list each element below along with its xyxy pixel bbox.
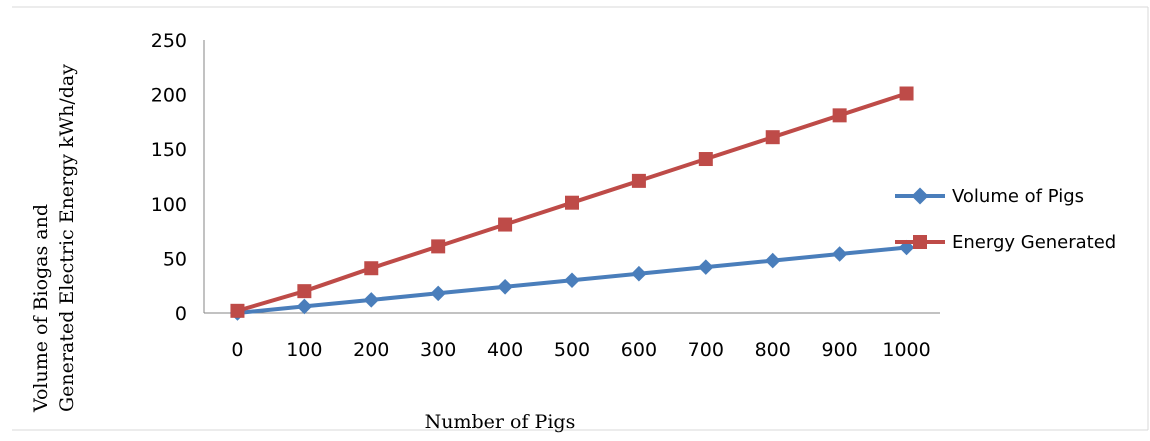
data-point-square	[832, 108, 847, 123]
x-tick-label: 700	[688, 339, 724, 361]
data-point-diamond	[430, 285, 446, 302]
series-layer	[229, 86, 915, 321]
series-energy-generated	[230, 86, 914, 318]
data-point-square	[431, 239, 446, 254]
legend-label-energy-generated: Energy Generated	[952, 232, 1116, 253]
data-point-square	[899, 86, 914, 101]
data-point-square	[631, 173, 646, 188]
y-axis-title: Volume of Biogas and Generated Electric …	[30, 64, 78, 413]
legend-square-marker	[913, 235, 927, 249]
legend-item-volume-of-pigs: Volume of Pigs	[895, 186, 1084, 207]
y-tick-label: 250	[151, 30, 187, 52]
x-tick-label: 400	[487, 339, 523, 361]
y-axis-title-line-1: Volume of Biogas and	[30, 204, 52, 413]
data-point-square	[230, 303, 245, 318]
x-tick-label: 300	[420, 339, 456, 361]
y-axis-title-line-2: Generated Electric Energy kWh/day	[56, 64, 78, 412]
x-tick-label: 1000	[882, 339, 930, 361]
data-point-square	[565, 195, 579, 210]
data-point-square	[698, 152, 713, 167]
x-tick-label: 500	[554, 339, 590, 361]
data-point-square	[297, 284, 312, 299]
y-tick-label: 50	[163, 248, 187, 270]
data-point-diamond	[296, 298, 313, 315]
y-tick-label: 0	[175, 303, 187, 325]
y-tick-labels: 0 50 100 150 200 250	[151, 30, 187, 325]
data-point-diamond	[631, 265, 647, 282]
data-point-diamond	[497, 279, 513, 295]
x-tick-label: 200	[353, 339, 389, 361]
data-point-square	[765, 130, 780, 145]
y-tick-label: 100	[151, 194, 187, 216]
y-tick-label: 200	[151, 85, 187, 107]
data-point-diamond	[698, 259, 714, 275]
x-tick-label: 100	[286, 339, 322, 361]
x-tick-label: 600	[621, 339, 657, 361]
data-point-diamond	[764, 252, 781, 269]
x-tick-label: 900	[822, 339, 858, 361]
data-point-diamond	[363, 292, 380, 308]
data-point-diamond	[564, 272, 580, 289]
x-tick-label: 800	[755, 339, 791, 361]
data-point-square	[364, 261, 379, 276]
legend: Volume of Pigs Energy Generated	[895, 186, 1116, 253]
x-tick-label: 0	[231, 339, 243, 361]
data-point-diamond	[831, 246, 848, 262]
x-tick-labels: 0 100 200 300 400 500 600 700 800 900 1000	[231, 339, 930, 361]
x-axis-title: Number of Pigs	[425, 411, 576, 433]
y-tick-label: 150	[151, 139, 187, 161]
legend-label-volume-of-pigs: Volume of Pigs	[952, 186, 1084, 207]
legend-diamond-marker	[911, 187, 929, 205]
legend-item-energy-generated: Energy Generated	[895, 232, 1116, 253]
data-point-square	[498, 217, 513, 232]
